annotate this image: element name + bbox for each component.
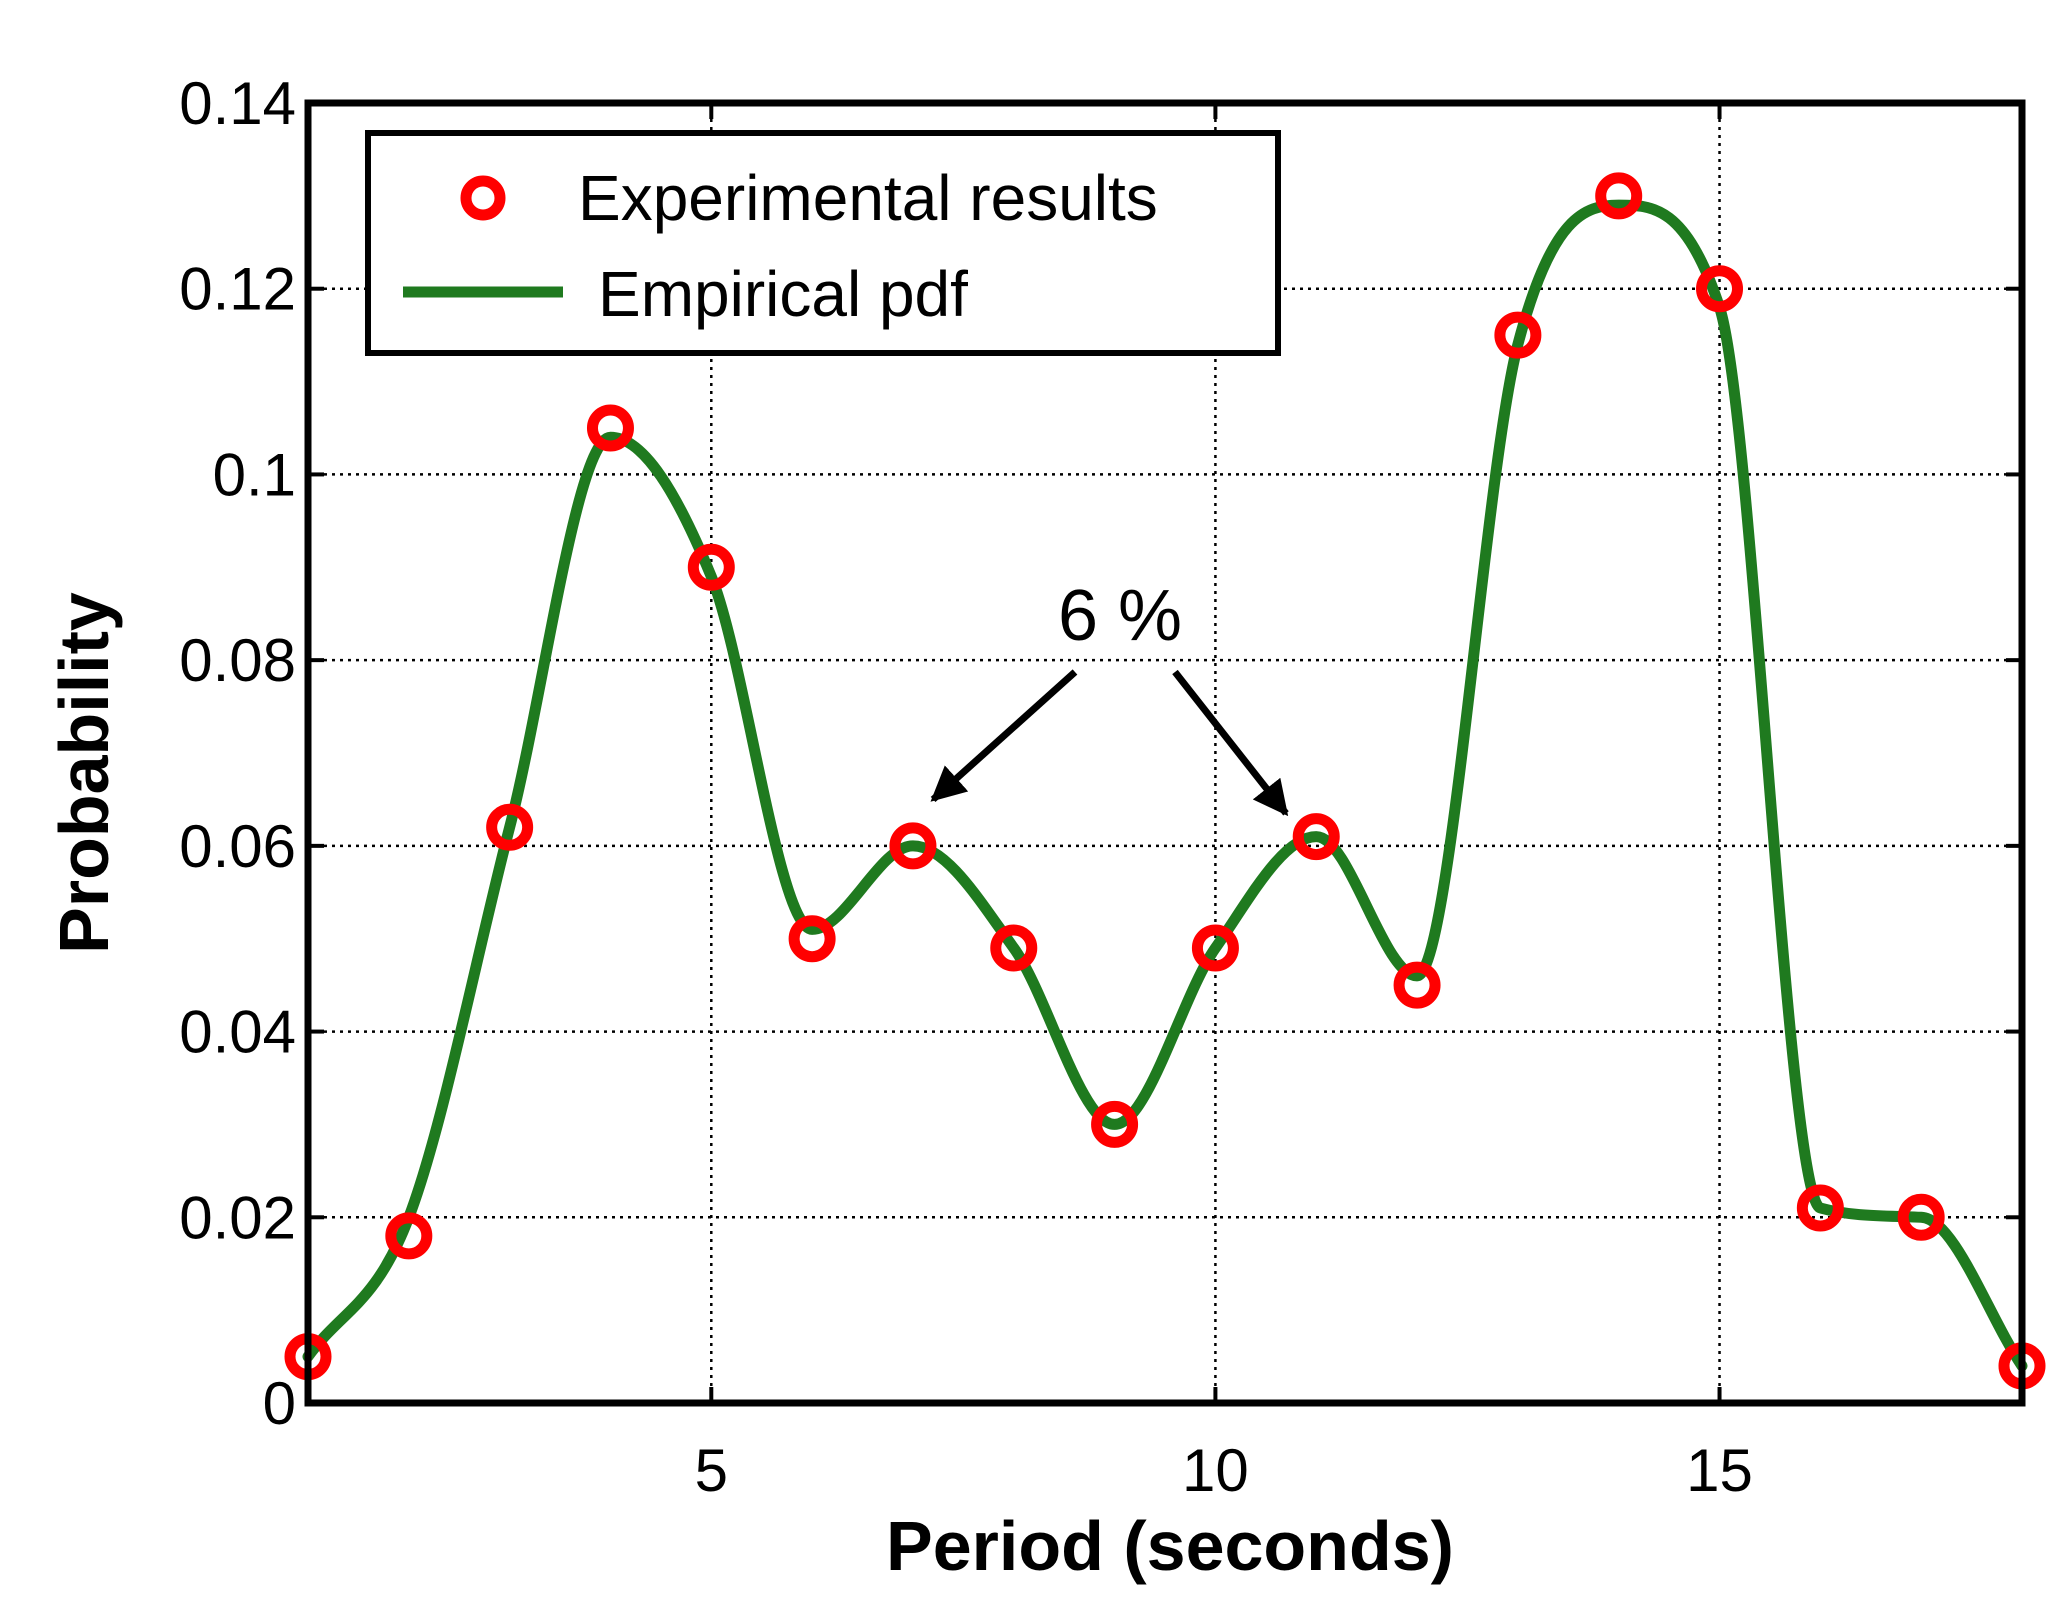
legend-label-experimental: Experimental results (578, 162, 1158, 234)
data-point-experimental (1292, 813, 1340, 861)
data-point-experimental (385, 1212, 433, 1260)
x-tick-labels: 5 10 15 (695, 1437, 1753, 1504)
data-point-experimental (687, 543, 735, 591)
data-point-experimental (1796, 1184, 1844, 1232)
x-tick-label: 10 (1182, 1437, 1249, 1504)
y-tick-label: 0.02 (179, 1184, 296, 1251)
y-tick-label: 0.04 (179, 999, 296, 1066)
y-tick-label: 0.12 (179, 256, 296, 323)
y-tick-label: 0.06 (179, 813, 296, 880)
annotation: 6 % (930, 576, 1289, 817)
data-point-experimental (1696, 265, 1744, 313)
legend-label-empirical: Empirical pdf (598, 258, 968, 330)
y-axis-title: Probability (45, 592, 123, 954)
annotation-arrow (930, 669, 1078, 803)
plot-frame (304, 99, 2026, 1407)
data-point-experimental (1091, 1100, 1139, 1148)
data-point-experimental (889, 822, 937, 870)
series (284, 172, 2046, 1390)
data-point-experimental (1595, 172, 1643, 220)
y-tick-label: 0.1 (213, 441, 296, 508)
data-point-experimental (1494, 311, 1542, 359)
data-point-experimental (586, 404, 634, 452)
y-tick-label: 0.08 (179, 627, 296, 694)
legend: Experimental results Empirical pdf (365, 130, 1281, 356)
data-point-experimental (788, 915, 836, 963)
series-line-empirical-pdf (302, 199, 2028, 1372)
legend-box (365, 130, 1281, 356)
y-tick-labels: 0 0.02 0.04 0.06 0.08 0.1 0.12 0.14 (179, 70, 296, 1437)
x-tick-label: 5 (695, 1437, 728, 1504)
y-tick-label: 0 (263, 1370, 296, 1437)
annotation-arrow (1172, 669, 1289, 817)
data-point-experimental (1191, 924, 1239, 972)
x-tick-label: 15 (1686, 1437, 1753, 1504)
data-point-experimental (990, 924, 1038, 972)
annotation-label: 6 % (1058, 576, 1182, 656)
data-point-experimental (486, 803, 534, 851)
legend-marker-experimental (460, 175, 506, 221)
data-point-experimental (1393, 961, 1441, 1009)
y-tick-label: 0.14 (179, 70, 296, 137)
data-point-experimental (1897, 1193, 1945, 1241)
x-axis-title: Period (seconds) (886, 1507, 1454, 1585)
